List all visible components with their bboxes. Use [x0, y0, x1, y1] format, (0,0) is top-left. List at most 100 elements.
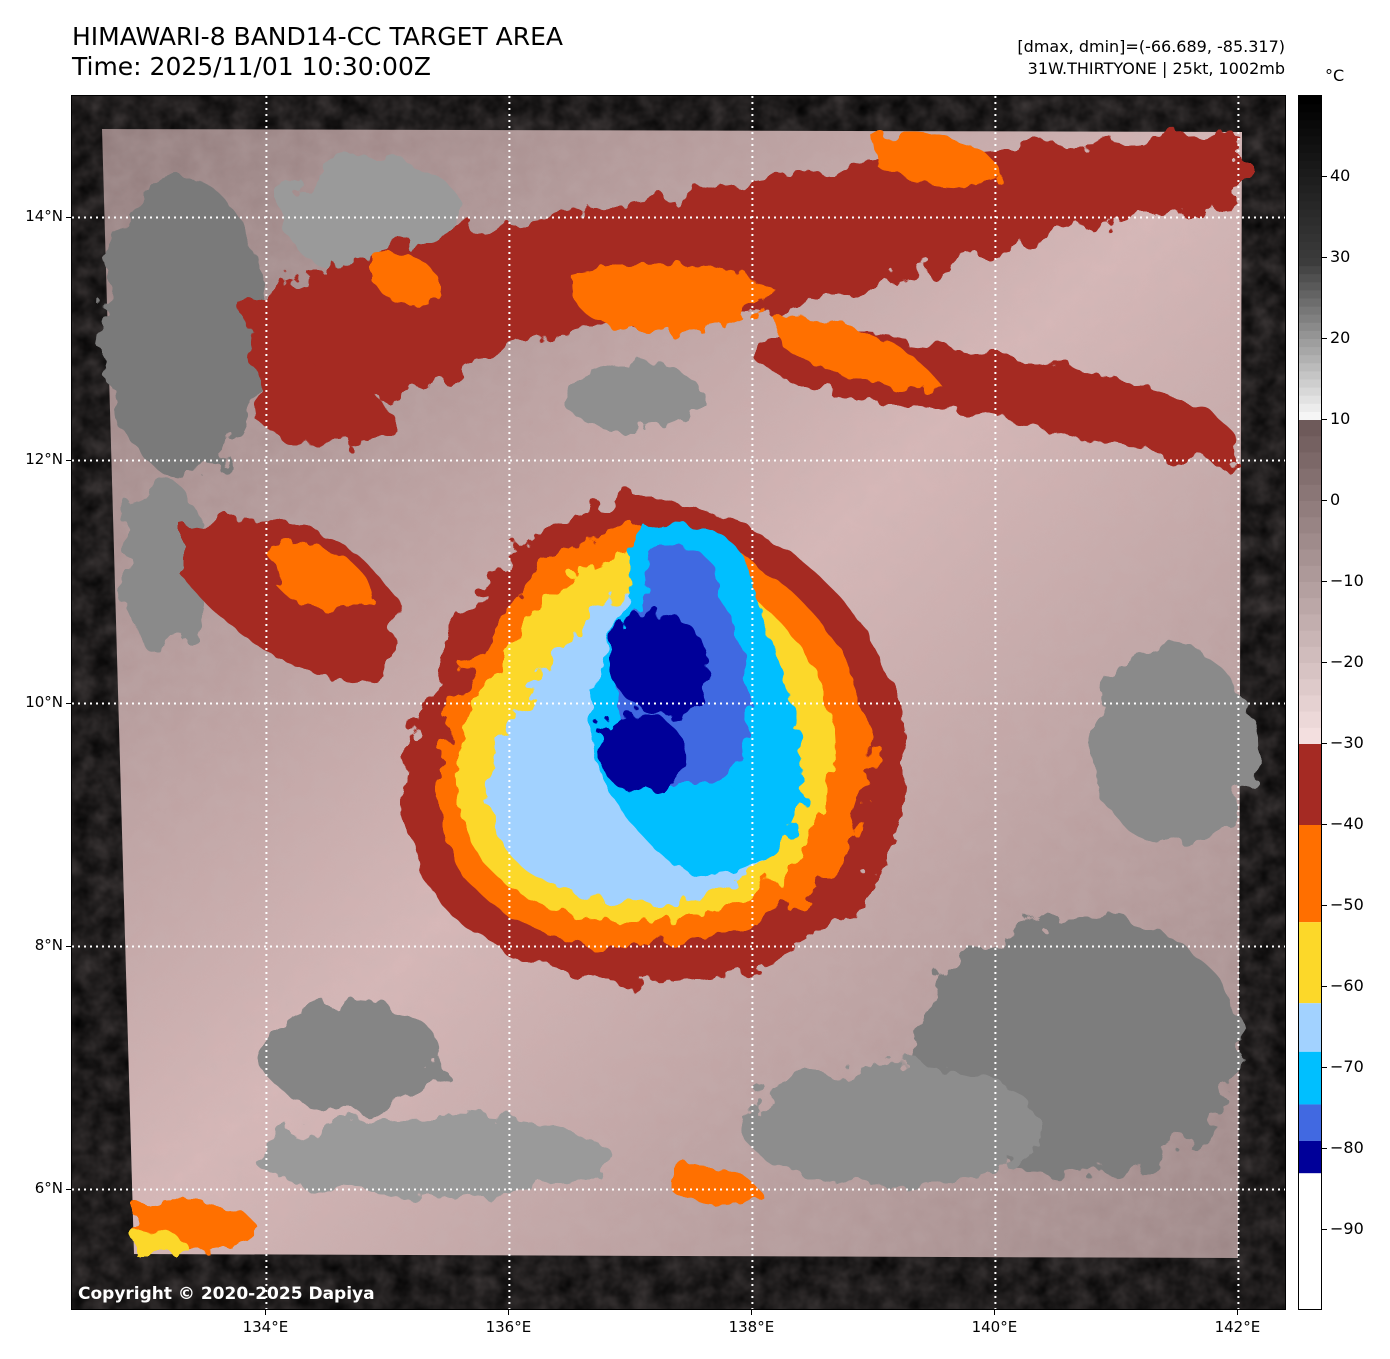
- colorbar-segment: [1299, 306, 1321, 316]
- colorbar-segment: [1299, 371, 1321, 380]
- colorbar-segment: [1299, 128, 1321, 137]
- longitude-tick-mark: [994, 1310, 996, 1315]
- colorbar-segment: [1299, 549, 1321, 567]
- colorbar-segment: [1299, 679, 1321, 696]
- longitude-tick-label: 140°E: [971, 1318, 1018, 1336]
- colorbar-tick-label: −20: [1330, 652, 1364, 671]
- time-label: Time: 2025/11/01 10:30:00Z: [72, 52, 431, 81]
- colorbar-tick-label: −70: [1330, 1057, 1364, 1076]
- longitude-tick-mark: [1237, 1310, 1239, 1315]
- colorbar-segment: [1299, 282, 1321, 291]
- longitude-tick-mark: [751, 1310, 753, 1315]
- central-dense-overcast: [404, 496, 908, 982]
- temperature-colorbar: [1298, 95, 1322, 1310]
- colorbar-segment: [1299, 630, 1321, 648]
- colorbar-segment: [1299, 177, 1321, 186]
- latitude-tick-label: 8°N: [34, 935, 63, 954]
- longitude-tick-label: 142°E: [1214, 1318, 1261, 1336]
- latitude-tick-mark: [66, 216, 71, 218]
- colorbar-segment: [1299, 411, 1321, 421]
- colorbar-segment: [1299, 922, 1321, 1004]
- colorbar-segment: [1299, 452, 1321, 470]
- colorbar-segment: [1299, 598, 1321, 615]
- colorbar-segment: [1299, 517, 1321, 534]
- colorbar-segment: [1299, 233, 1321, 243]
- colorbar-tick-mark: [1322, 257, 1327, 258]
- latitude-tick-label: 10°N: [25, 692, 63, 711]
- colorbar-tick-label: −40: [1330, 814, 1364, 833]
- colorbar-tick-label: −60: [1330, 976, 1364, 995]
- satellite-map: Copyright © 2020-2025 Dapiya: [71, 95, 1286, 1310]
- colorbar-segment: [1299, 314, 1321, 324]
- colorbar-tick-mark: [1322, 338, 1327, 339]
- longitude-tick-label: 138°E: [728, 1318, 775, 1336]
- clear-sky-areas: [102, 156, 1252, 1196]
- colorbar-segment: [1299, 695, 1321, 713]
- colorbar-segment: [1299, 825, 1321, 923]
- colorbar-segment: [1299, 744, 1321, 825]
- copyright-label: Copyright © 2020-2025 Dapiya: [78, 1284, 375, 1304]
- colorbar-tick-mark: [1322, 905, 1327, 906]
- colorbar-segment: [1299, 258, 1321, 267]
- colorbar-segment: [1299, 1003, 1321, 1052]
- colorbar-tick-mark: [1322, 662, 1327, 663]
- colorbar-tick-mark: [1322, 986, 1327, 987]
- colorbar-tick-label: −50: [1330, 895, 1364, 914]
- orange-bands: [134, 135, 1002, 1254]
- colorbar-segment: [1299, 217, 1321, 227]
- latitude-tick-mark: [66, 1188, 71, 1190]
- colorbar-unit: °C: [1325, 66, 1345, 85]
- colorbar-segment: [1299, 322, 1321, 332]
- latitude-tick-mark: [66, 459, 71, 461]
- colorbar-tick-label: 10: [1330, 409, 1351, 428]
- colorbar-tick-label: −30: [1330, 733, 1364, 752]
- colorbar-segment: [1299, 298, 1321, 308]
- colorbar-segment: [1299, 339, 1321, 348]
- latitude-tick-label: 14°N: [25, 206, 63, 225]
- colorbar-segment: [1299, 330, 1321, 340]
- colorbar-segment: [1299, 225, 1321, 235]
- colorbar-segment: [1299, 209, 1321, 218]
- colorbar-segment: [1299, 96, 1321, 105]
- colorbar-segment: [1299, 501, 1321, 518]
- storm-info-label: 31W.THIRTYONE | 25kt, 1002mb: [1027, 59, 1285, 78]
- colorbar-tick-mark: [1322, 419, 1327, 420]
- colorbar-segment: [1299, 168, 1321, 178]
- longitude-tick-mark: [508, 1310, 510, 1315]
- colorbar-segment: [1299, 1104, 1321, 1141]
- colorbar-segment: [1299, 395, 1321, 405]
- colorbar-tick-mark: [1322, 500, 1327, 501]
- colorbar-tick-label: 0: [1330, 490, 1341, 509]
- colorbar-tick-label: 30: [1330, 247, 1351, 266]
- colorbar-segment: [1299, 152, 1321, 162]
- colorbar-segment: [1299, 663, 1321, 680]
- colorbar-segment: [1299, 468, 1321, 486]
- colorbar-segment: [1299, 144, 1321, 154]
- colorbar-tick-mark: [1322, 1148, 1327, 1149]
- colorbar-segment: [1299, 436, 1321, 453]
- longitude-tick-label: 134°E: [242, 1318, 289, 1336]
- colorbar-tick-label: −80: [1330, 1138, 1364, 1157]
- dmax-dmin-label: [dmax, dmin]=(-66.689, -85.317): [1017, 37, 1285, 56]
- colorbar-segment: [1299, 582, 1321, 599]
- colorbar-tick-mark: [1322, 176, 1327, 177]
- latitude-tick-mark: [66, 702, 71, 704]
- colorbar-tick-label: 20: [1330, 328, 1351, 347]
- colorbar-segment: [1299, 484, 1321, 502]
- latitude-tick-mark: [66, 945, 71, 947]
- colorbar-tick-mark: [1322, 743, 1327, 744]
- longitude-tick-mark: [265, 1310, 267, 1315]
- colorbar-segment: [1299, 266, 1321, 275]
- graticule: [72, 96, 1285, 1309]
- latitude-tick-label: 12°N: [25, 449, 63, 468]
- colorbar-segment: [1299, 727, 1321, 745]
- colorbar-segment: [1299, 614, 1321, 632]
- colorbar-tick-label: 40: [1330, 166, 1351, 185]
- colorbar-tick-mark: [1322, 824, 1327, 825]
- colorbar-segment: [1299, 112, 1321, 121]
- colorbar-segment: [1299, 185, 1321, 194]
- colorbar-segment: [1299, 274, 1321, 283]
- colorbar-tick-label: −90: [1330, 1219, 1364, 1238]
- colorbar-tick-label: −10: [1330, 571, 1364, 590]
- colorbar-segment: [1299, 347, 1321, 356]
